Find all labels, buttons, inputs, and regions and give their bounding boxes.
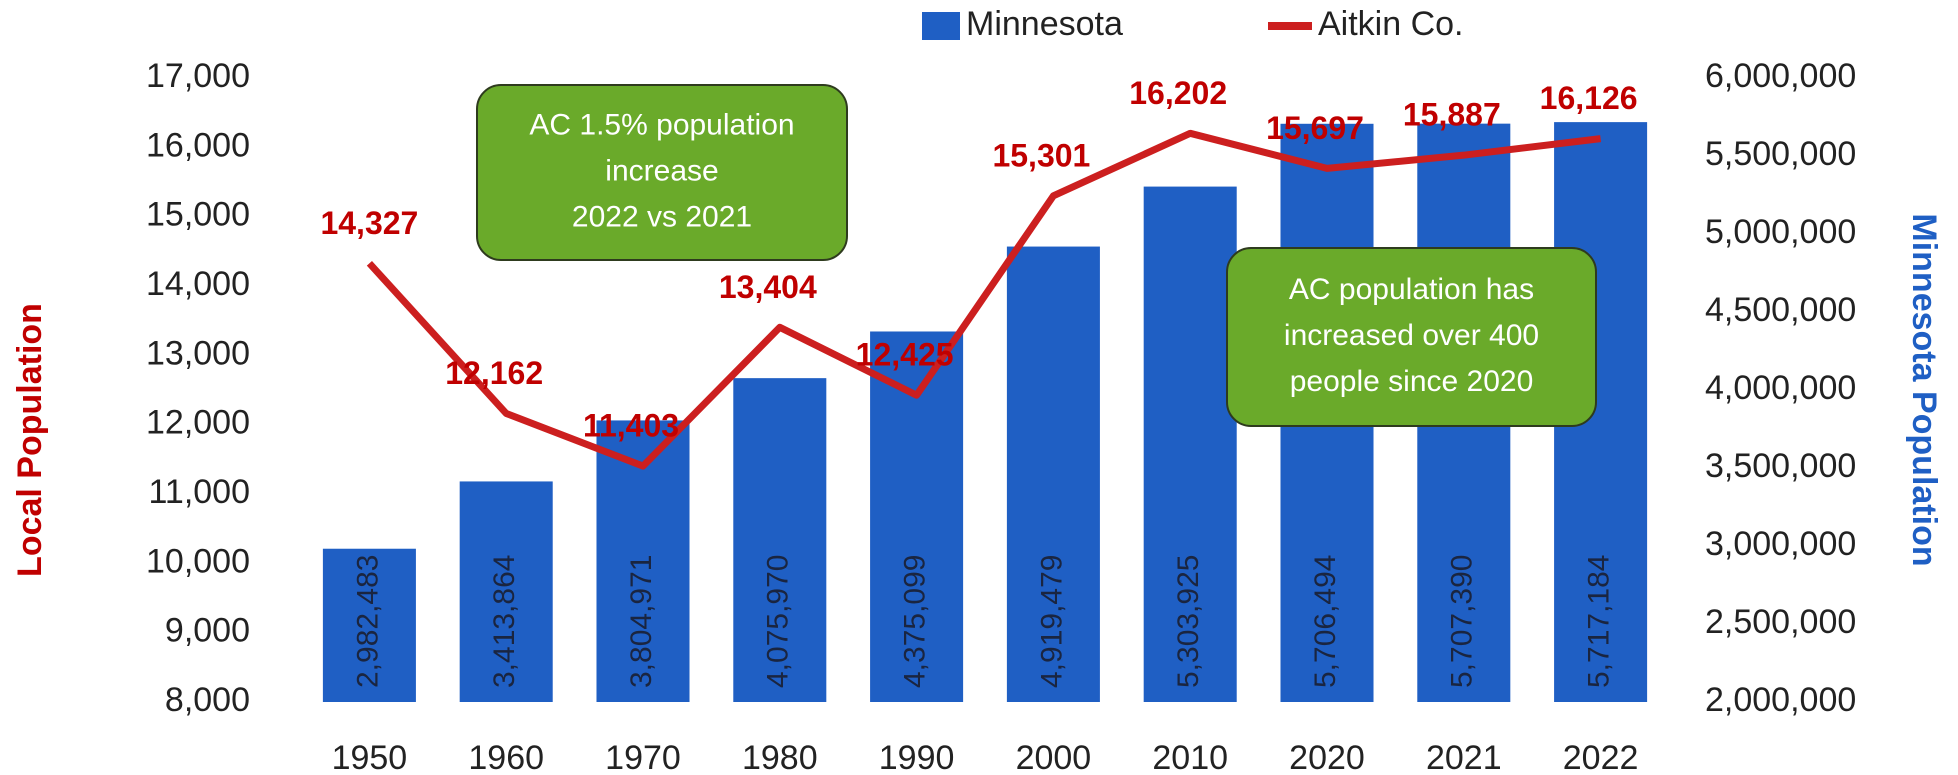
x-tick-label: 1960 — [468, 739, 544, 775]
annotation-text: people since 2020 — [1290, 365, 1534, 398]
bar-value-label: 5,706,494 — [1309, 555, 1342, 688]
x-tick-label: 2010 — [1152, 739, 1228, 775]
y-tick-label: 13,000 — [146, 334, 250, 372]
y-tick-label: 16,000 — [146, 126, 250, 164]
line-value-label: 11,403 — [583, 408, 679, 444]
annotation-text: AC 1.5% population — [529, 108, 794, 141]
y2-tick-label: 3,000,000 — [1705, 525, 1856, 563]
x-tick-label: 1950 — [332, 739, 408, 775]
bar — [459, 481, 553, 702]
y2-tick-label: 4,000,000 — [1705, 369, 1856, 407]
line-value-label: 15,887 — [1403, 97, 1501, 133]
line-value-label: 15,697 — [1266, 110, 1364, 146]
bar-value-label: 3,804,971 — [625, 555, 658, 688]
bar-value-label: 4,375,099 — [899, 555, 932, 688]
line-value-label: 12,162 — [445, 355, 543, 391]
y2-tick-label: 5,500,000 — [1705, 135, 1856, 173]
bar — [1143, 186, 1237, 702]
y-tick-label: 9,000 — [165, 612, 250, 650]
x-tick-label: 2020 — [1289, 739, 1365, 775]
y-tick-label: 15,000 — [146, 196, 250, 234]
annotation-text: increased over 400 — [1284, 319, 1539, 352]
legend-swatch — [922, 12, 960, 40]
y-tick-label: 12,000 — [146, 404, 250, 442]
y2-tick-label: 5,000,000 — [1705, 213, 1856, 251]
line-value-label: 12,425 — [856, 337, 954, 373]
line-value-label: 13,404 — [719, 269, 817, 305]
annotation-text: 2022 vs 2021 — [572, 200, 752, 233]
bar — [733, 378, 827, 702]
bar-value-label: 5,707,390 — [1446, 555, 1479, 688]
bar-value-label: 4,919,479 — [1035, 555, 1068, 688]
bar-value-label: 4,075,970 — [762, 555, 795, 688]
y-tick-label: 14,000 — [146, 265, 250, 303]
bar-value-label: 5,303,925 — [1172, 555, 1205, 688]
y-tick-label: 10,000 — [146, 542, 250, 580]
x-tick-label: 1990 — [879, 739, 955, 775]
x-tick-label: 1970 — [605, 739, 681, 775]
bar-value-label: 3,413,864 — [488, 555, 521, 688]
legend-label: Aitkin Co. — [1318, 5, 1464, 43]
annotation-box — [476, 84, 848, 261]
line-value-label: 16,202 — [1129, 75, 1227, 111]
x-tick-label: 2022 — [1563, 739, 1639, 775]
y-tick-label: 8,000 — [165, 681, 250, 719]
bar-value-label: 5,717,184 — [1583, 555, 1616, 688]
y-tick-label: 11,000 — [149, 473, 250, 511]
annotation-text: AC population has — [1289, 273, 1534, 306]
line-value-label: 14,327 — [320, 205, 418, 241]
y2-tick-label: 2,500,000 — [1705, 603, 1856, 641]
y2-axis-title: Minnesota Population — [1905, 213, 1943, 566]
y2-tick-label: 4,500,000 — [1705, 291, 1856, 329]
y-axis-title: Local Population — [11, 303, 49, 577]
x-tick-label: 2021 — [1426, 739, 1502, 775]
y2-tick-label: 3,500,000 — [1705, 447, 1856, 485]
x-tick-label: 1980 — [742, 739, 818, 775]
line-value-label: 15,301 — [992, 137, 1090, 173]
bar — [1006, 246, 1100, 702]
bar-value-label: 2,982,483 — [351, 555, 384, 688]
y-tick-label: 17,000 — [146, 57, 250, 95]
annotation-text: increase — [605, 154, 718, 187]
line — [366, 129, 1602, 470]
y2-tick-label: 2,000,000 — [1705, 681, 1856, 719]
line-value-label: 16,126 — [1540, 80, 1638, 116]
annotation-box — [1226, 247, 1597, 427]
bar — [322, 548, 416, 702]
legend-label: Minnesota — [966, 5, 1123, 43]
x-tick-label: 2000 — [1016, 739, 1092, 775]
y2-tick-label: 6,000,000 — [1705, 57, 1856, 95]
